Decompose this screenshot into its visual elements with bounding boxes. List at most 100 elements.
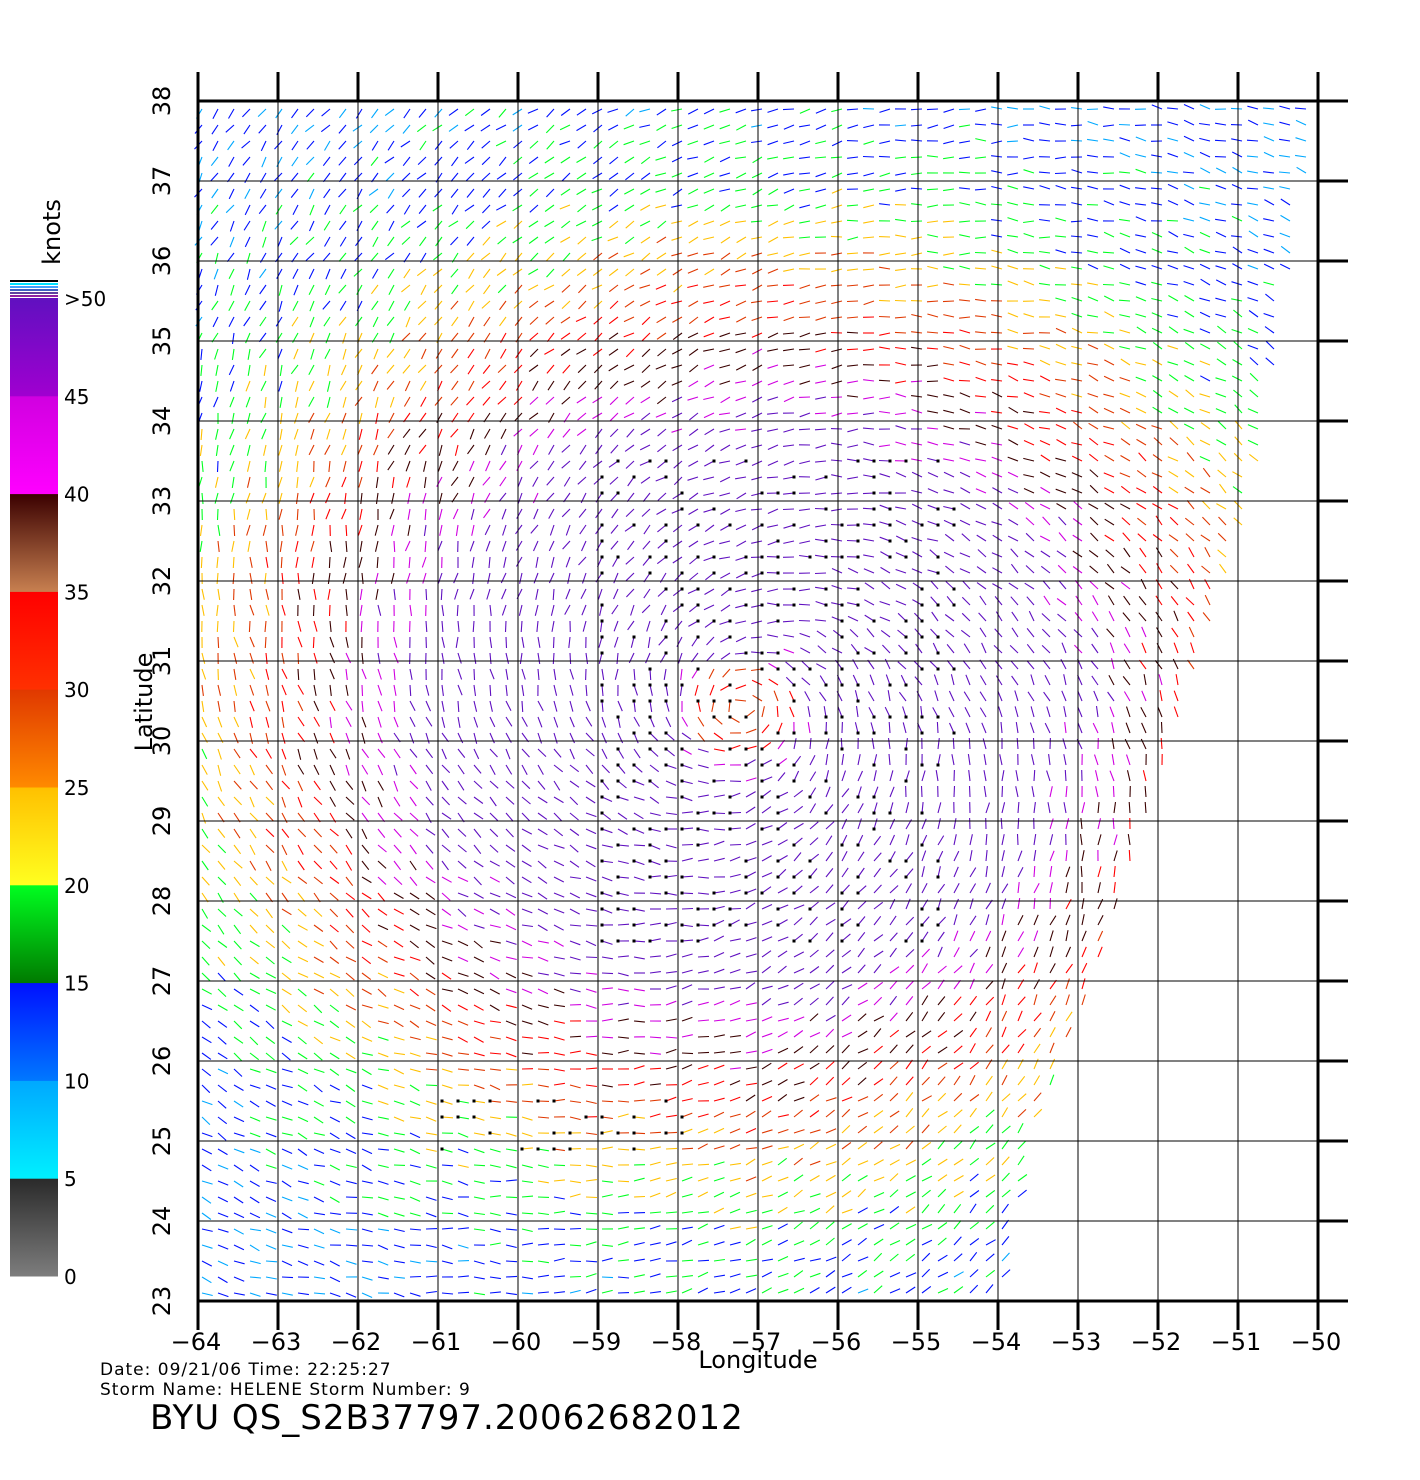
wind-vector [911,331,923,334]
wind-vector [505,1196,518,1199]
wind-vector [959,234,971,238]
wind-vector [592,172,603,180]
wind-vector [217,780,223,792]
wind-vector [889,786,895,798]
wind-vector [889,1271,901,1278]
wind-vector [713,1145,725,1150]
wind-vector [889,1029,900,1038]
wind-vector [751,380,763,387]
wind-vector [633,956,645,960]
wind-vector [862,155,875,158]
wind-vector [338,220,347,231]
wind-vector [671,172,683,178]
wind-vector [601,876,613,882]
wind-vector [519,572,523,584]
wind-vector [729,744,741,750]
wind-vector [937,1110,948,1118]
wind-vector [713,748,725,752]
wind-vector [233,1260,245,1265]
wind-vector [297,908,307,917]
wind-vector [1185,389,1195,398]
wind-vector [873,1028,882,1038]
wind-vector [329,1068,340,1076]
wind-vector [761,1048,773,1054]
wind-vector [895,188,907,192]
wind-vector [329,988,339,997]
wind-vector [403,348,411,359]
wind-vector [889,1159,900,1166]
wind-vector [793,1270,804,1278]
wind-vector [569,700,574,712]
rain-flag-marker [760,779,764,783]
wind-vector [895,412,907,416]
wind-vector [473,1228,485,1232]
wind-vector [560,332,571,340]
wind-vector [841,1096,853,1102]
wind-vector [1125,722,1131,734]
wind-vector [729,811,742,814]
wind-vector [265,860,272,871]
wind-vector [345,876,354,887]
wind-vector [665,953,677,958]
wind-vector [1071,312,1083,318]
wind-vector [393,1260,405,1264]
wind-vector [809,1193,821,1198]
wind-vector [546,108,555,118]
wind-vector [719,332,731,338]
wind-vector [862,236,875,239]
wind-vector [627,540,635,551]
wind-vector [793,1063,804,1070]
wind-vector [601,972,614,975]
wind-vector [847,587,859,590]
wind-vector [371,300,379,311]
wind-vector [681,1193,693,1198]
wind-vector [473,908,485,915]
wind-vector [246,460,251,472]
wind-vector [214,492,219,504]
wind-vector [1001,1172,1010,1182]
wind-vector [361,828,368,840]
wind-vector [761,840,773,846]
wind-vector [911,520,923,526]
wind-vector [767,108,779,113]
wind-vector [313,1244,325,1249]
wind-vector [1201,565,1211,574]
wind-vector [521,1083,534,1086]
wind-vector [799,108,811,114]
wind-vector [402,124,411,134]
wind-vector [561,300,571,309]
wind-vector [1135,153,1147,158]
wind-vector [656,332,667,340]
wind-vector [297,780,304,792]
wind-vector [469,588,475,600]
wind-vector [691,636,699,647]
wind-vector [719,412,731,416]
wind-vector [457,940,469,947]
wind-vector [561,172,571,182]
wind-vector [262,524,267,536]
rain-flag-marker [936,715,940,719]
wind-vector [233,684,238,696]
wind-vector [777,1031,788,1038]
wind-vector [608,124,619,131]
wind-vector [751,252,763,257]
rain-flag-marker [920,763,924,767]
wind-vector [512,268,523,276]
wind-vector [704,428,715,436]
wind-vector [633,1258,645,1262]
wind-vector [217,1228,229,1233]
wind-vector [1199,216,1211,222]
wind-vector [660,620,667,632]
wind-vector [981,722,987,734]
wind-vector [926,188,939,191]
wind-vector [217,636,220,649]
wind-vector [697,876,709,879]
wind-vector [1055,378,1067,382]
wind-vector [585,700,591,712]
wind-vector [377,956,388,963]
wind-vector [959,392,971,398]
wind-vector [377,796,383,808]
rain-flag-marker [696,523,700,527]
wind-vector [249,652,254,664]
wind-vector [425,716,433,727]
